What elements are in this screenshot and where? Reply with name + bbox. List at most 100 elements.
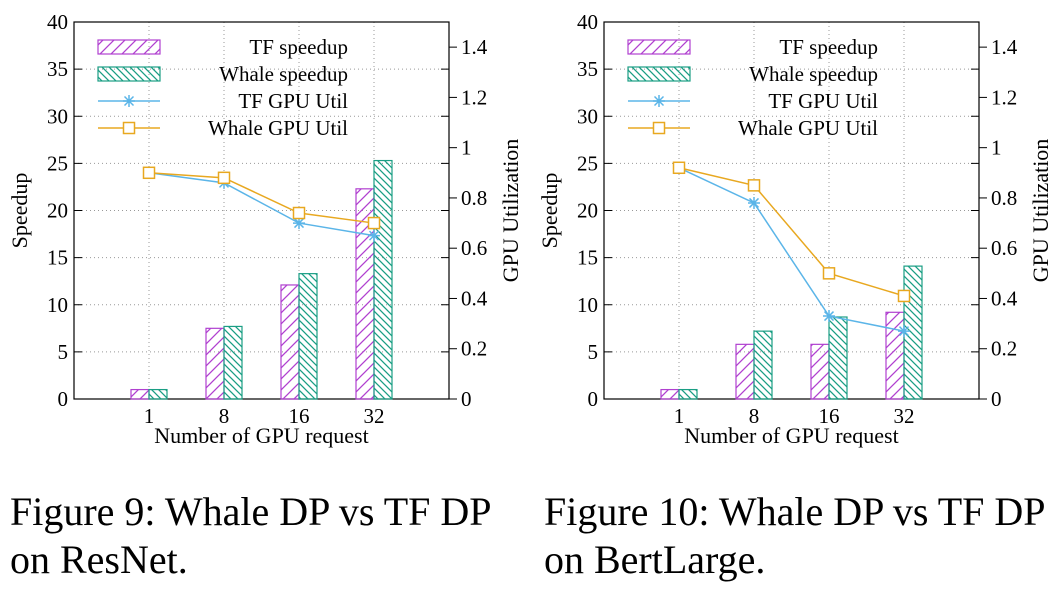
bar xyxy=(205,327,225,400)
marker-star xyxy=(653,95,665,107)
marker-star xyxy=(293,217,305,230)
caption-line-1: Figure 9: Whale DP vs TF DP xyxy=(10,489,492,534)
series-line xyxy=(148,172,375,237)
legend-label: TF GPU Util xyxy=(238,89,348,113)
x-tick-label: 16 xyxy=(289,404,310,428)
series-line xyxy=(148,172,375,224)
y-tick-label: 0 xyxy=(58,387,69,411)
x-tick-label: 32 xyxy=(364,404,385,428)
bar xyxy=(678,388,698,400)
y-tick-label: 10 xyxy=(47,293,68,317)
marker-square xyxy=(367,216,381,230)
y2-tick-label: 1.2 xyxy=(991,85,1017,109)
figure-10-panel: 0 5 10 15 20 25 30 35 40 0 0.2 0.4 0.6 0.8 1 1.2 1.4 1 8 16… xyxy=(530,0,1059,594)
x-tick-label: 8 xyxy=(749,404,760,428)
marker-star xyxy=(748,196,760,209)
legend-label: TF speedup xyxy=(249,35,348,59)
marker-square xyxy=(672,161,686,175)
y2-tick-label: 0.4 xyxy=(991,286,1018,310)
marker-square xyxy=(142,166,156,180)
y2-axis-label: GPU Utilization xyxy=(1028,139,1053,283)
x-tick-label: 8 xyxy=(219,404,230,428)
y-tick-label: 40 xyxy=(47,10,68,34)
series-line xyxy=(678,167,905,297)
x-tick-label: 1 xyxy=(674,404,685,428)
x-axis-label: Number of GPU request xyxy=(684,423,898,448)
y-tick-label: 40 xyxy=(577,10,598,34)
figure-9-caption: Figure 9: Whale DP vs TF DP on ResNet. xyxy=(10,488,492,584)
legend-swatch xyxy=(627,39,691,55)
line-series xyxy=(143,166,380,242)
bar-series xyxy=(130,188,375,400)
line-series xyxy=(672,161,911,303)
y-tick-label: 5 xyxy=(58,340,69,364)
y2-axis-label: GPU Utilization xyxy=(498,139,523,283)
y-tick-label: 35 xyxy=(577,57,598,81)
bar xyxy=(660,388,680,400)
y-tick-label: 25 xyxy=(47,151,68,175)
y-tick-label: 15 xyxy=(577,246,598,270)
bar xyxy=(810,343,830,400)
legend-swatch xyxy=(97,39,161,55)
line-series xyxy=(142,166,381,230)
figure-10-caption: Figure 10: Whale DP vs TF DP on BertLarg… xyxy=(544,488,1046,584)
resnet-speedup-chart: 0 5 10 15 20 25 30 35 40 0 0.2 0.4 0.6 0.8 1 1.2 1.4 1 8 16… xyxy=(7,10,523,448)
y-tick-label: 20 xyxy=(47,199,68,223)
x-tick-label: 1 xyxy=(144,404,155,428)
series-line xyxy=(678,167,905,332)
y-axis-label: Speedup xyxy=(537,173,562,249)
y-tick-label: 35 xyxy=(47,57,68,81)
y2-tick-label: 1.4 xyxy=(461,35,488,59)
y2-tick-label: 0.8 xyxy=(461,186,487,210)
y2-tick-label: 0.8 xyxy=(991,186,1017,210)
y-tick-label: 20 xyxy=(577,199,598,223)
marker-square xyxy=(217,171,231,185)
bar xyxy=(885,311,905,400)
bar xyxy=(735,343,755,400)
legend: TF speedup Whale speedup TF GPU Util Whale … xyxy=(627,35,878,140)
bar-series xyxy=(660,311,905,400)
marker-square xyxy=(897,289,911,303)
caption-line-2: on BertLarge. xyxy=(544,537,766,582)
y2-tick-label: 0.2 xyxy=(461,337,487,361)
bar xyxy=(130,388,150,400)
marker-star xyxy=(123,95,135,107)
legend-label: Whale speedup xyxy=(219,62,348,86)
y-tick-label: 30 xyxy=(47,104,68,128)
y2-tick-label: 0.4 xyxy=(461,286,488,310)
y-tick-label: 15 xyxy=(47,246,68,270)
marker-square xyxy=(747,179,761,192)
marker-star xyxy=(823,310,835,323)
line-series xyxy=(673,161,910,338)
bar xyxy=(903,265,923,400)
caption-line-2: on ResNet. xyxy=(10,537,188,582)
x-tick-label: 16 xyxy=(819,404,840,428)
y-tick-label: 25 xyxy=(577,151,598,175)
bar xyxy=(298,273,318,400)
y-tick-label: 5 xyxy=(588,340,599,364)
marker-square xyxy=(292,206,306,220)
marker-square xyxy=(122,121,136,135)
legend-swatch xyxy=(627,66,691,82)
bar xyxy=(373,159,393,400)
y-tick-label: 0 xyxy=(588,387,599,411)
bar xyxy=(148,388,168,400)
x-axis-label: Number of GPU request xyxy=(154,423,368,448)
legend-label: TF speedup xyxy=(779,35,878,59)
y2-tick-label: 0 xyxy=(991,387,1002,411)
marker-star xyxy=(368,229,380,242)
y2-tick-label: 1 xyxy=(461,136,472,160)
bar-series xyxy=(148,159,393,400)
marker-square xyxy=(822,267,836,280)
bar xyxy=(828,316,848,400)
marker-star xyxy=(898,325,910,338)
legend-swatch xyxy=(97,66,161,82)
caption-line-1: Figure 10: Whale DP vs TF DP xyxy=(544,489,1046,534)
legend: TF speedup Whale speedup TF GPU Util Whale … xyxy=(97,35,348,140)
y2-tick-label: 1.4 xyxy=(991,35,1018,59)
y2-tick-label: 0 xyxy=(461,387,472,411)
y-tick-label: 10 xyxy=(577,293,598,317)
bertlarge-speedup-chart: 0 5 10 15 20 25 30 35 40 0 0.2 0.4 0.6 0.8 1 1.2 1.4 1 8 16… xyxy=(537,10,1053,448)
bar xyxy=(223,325,243,400)
y-tick-label: 30 xyxy=(577,104,598,128)
